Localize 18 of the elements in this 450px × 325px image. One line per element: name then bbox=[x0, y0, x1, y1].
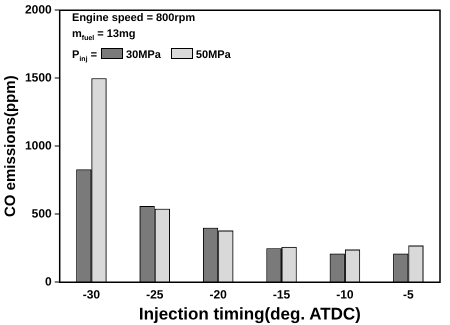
y-tick-label: 2000 bbox=[24, 2, 52, 17]
x-tick-label: -5 bbox=[402, 288, 414, 302]
legend-label: 50MPa bbox=[196, 49, 231, 62]
x-tick-label: -10 bbox=[336, 288, 354, 302]
x-tick-label: -30 bbox=[82, 288, 100, 302]
x-tick-label: -20 bbox=[209, 288, 228, 302]
annotation: Engine speed = 800rpm bbox=[72, 11, 196, 26]
legend-title: P$_{inj}$ = bbox=[72, 49, 97, 64]
x-tick-label: -25 bbox=[146, 288, 164, 302]
y-tick-label: 0 bbox=[45, 274, 52, 289]
y-axis-title: CO emissions(ppm) bbox=[2, 75, 20, 218]
x-axis-title: Injection timing(deg. ATDC) bbox=[138, 304, 361, 324]
legend-label: 30MPa bbox=[126, 49, 161, 62]
y-tick-label: 1500 bbox=[24, 70, 52, 85]
x-tick-label: -15 bbox=[272, 288, 291, 302]
y-tick-label: 1000 bbox=[24, 138, 52, 153]
annotation: m$_{fuel}$ = 13mg bbox=[72, 27, 137, 44]
y-tick-label: 500 bbox=[32, 206, 52, 221]
